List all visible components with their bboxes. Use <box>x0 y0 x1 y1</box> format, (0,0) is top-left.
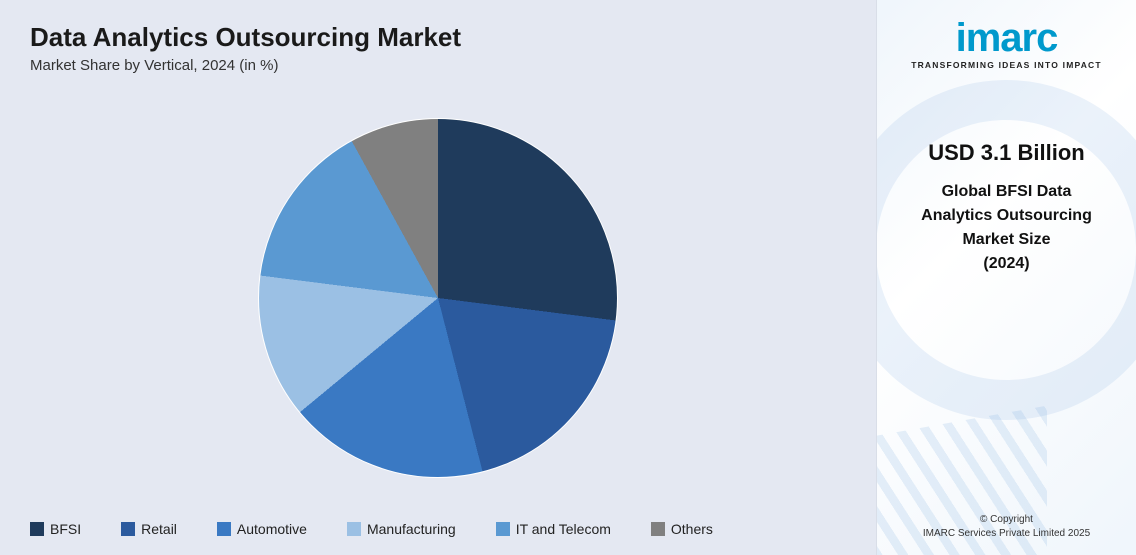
legend-item: Manufacturing <box>347 521 456 537</box>
legend-item: Retail <box>121 521 177 537</box>
legend-swatch <box>217 522 231 536</box>
legend-label: Automotive <box>237 521 307 537</box>
pie-chart <box>258 118 618 478</box>
chart-title: Data Analytics Outsourcing Market <box>30 22 846 53</box>
chart-panel: Data Analytics Outsourcing Market Market… <box>0 0 876 555</box>
legend-label: Retail <box>141 521 177 537</box>
stat-label: Global BFSI Data Analytics Outsourcing M… <box>921 180 1092 276</box>
logo-text: imarc <box>911 18 1102 58</box>
logo-wordmark: imarc <box>956 16 1058 60</box>
legend-label: IT and Telecom <box>516 521 611 537</box>
sidebar-panel: imarc TRANSFORMING IDEAS INTO IMPACT USD… <box>876 0 1136 555</box>
legend-label: BFSI <box>50 521 81 537</box>
stat-block: USD 3.1 Billion Global BFSI Data Analyti… <box>903 140 1110 276</box>
legend-label: Manufacturing <box>367 521 456 537</box>
legend-swatch <box>496 522 510 536</box>
logo: imarc TRANSFORMING IDEAS INTO IMPACT <box>911 18 1102 70</box>
chart-area <box>30 82 846 513</box>
legend-swatch <box>651 522 665 536</box>
legend-swatch <box>121 522 135 536</box>
logo-tagline: TRANSFORMING IDEAS INTO IMPACT <box>911 60 1102 70</box>
stat-label-line: Analytics Outsourcing <box>921 204 1092 228</box>
legend-swatch <box>30 522 44 536</box>
chart-subtitle: Market Share by Vertical, 2024 (in %) <box>30 57 846 74</box>
stat-value: USD 3.1 Billion <box>921 140 1092 166</box>
stat-label-line: (2024) <box>921 252 1092 276</box>
copyright: © Copyright IMARC Services Private Limit… <box>877 513 1136 541</box>
copyright-line: IMARC Services Private Limited 2025 <box>877 527 1136 541</box>
stat-label-line: Market Size <box>921 228 1092 252</box>
legend: BFSI Retail Automotive Manufacturing IT and … <box>30 513 846 537</box>
stat-label-line: Global BFSI Data <box>921 180 1092 204</box>
legend-label: Others <box>671 521 713 537</box>
legend-item: IT and Telecom <box>496 521 611 537</box>
legend-item: Automotive <box>217 521 307 537</box>
legend-swatch <box>347 522 361 536</box>
sidebar-background <box>877 0 1136 555</box>
legend-item: BFSI <box>30 521 81 537</box>
legend-item: Others <box>651 521 713 537</box>
copyright-line: © Copyright <box>877 513 1136 527</box>
